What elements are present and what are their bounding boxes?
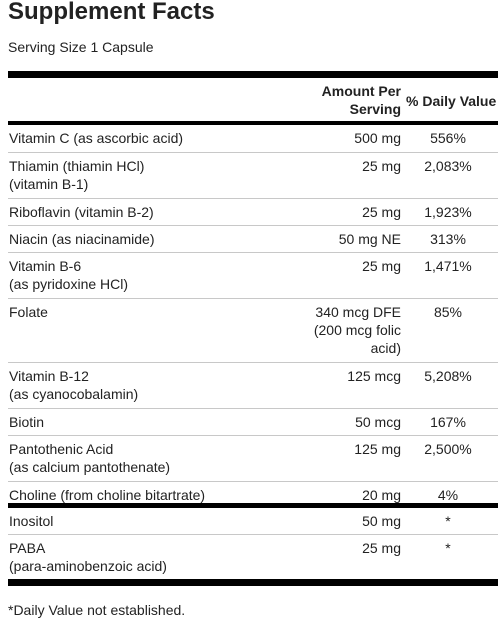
nutrient-daily-value: 5,208% — [424, 368, 472, 384]
nutrient-daily-value: 2,500% — [424, 441, 472, 457]
nutrient-amount: 125 mg — [354, 441, 401, 457]
header-divider — [8, 121, 498, 125]
nutrient-row: Vitamin B-6 (as pyridoxine HCl) 25 mg 1,… — [8, 252, 498, 298]
nutrient-name: PABA (para-aminobenzoic acid) — [9, 540, 167, 574]
nutrient-amount: 25 mg — [362, 258, 401, 274]
nutrient-amount: 500 mg — [354, 130, 401, 146]
nutrient-name: Choline (from choline bitartrate) — [9, 487, 206, 503]
nutrient-daily-value: 2,083% — [424, 158, 472, 174]
top-divider — [8, 71, 498, 78]
nutrient-daily-value: * — [445, 513, 451, 529]
nutrient-amount: 20 mg — [362, 487, 401, 503]
nutrient-daily-value: 4% — [437, 487, 459, 503]
nutrient-row: Pantothenic Acid (as calcium pantothenat… — [8, 435, 498, 481]
nutrient-row: Inositol 50 mg * — [8, 508, 498, 534]
nutrient-row: Vitamin C (as ascorbic acid) 500 mg 556% — [8, 125, 498, 152]
nutrient-amount: 50 mg — [362, 513, 401, 529]
footnote: *Daily Value not established. — [8, 602, 186, 618]
nutrient-row: Biotin 50 mcg 167% — [8, 408, 498, 435]
nutrient-amount: 125 mcg — [347, 368, 401, 384]
nutrient-name: Vitamin B-12 (as cyanocobalamin) — [9, 368, 139, 402]
nutrient-name: Vitamin C (as ascorbic acid) — [9, 130, 184, 146]
nutrient-name: Biotin — [9, 414, 45, 430]
nutrient-daily-value: 167% — [430, 414, 466, 430]
nutrient-daily-value: 556% — [430, 130, 466, 146]
daily-value-header: % Daily Value — [406, 93, 497, 109]
amount-per-serving-header: Amount Per Serving — [321, 83, 401, 117]
nutrient-row: Choline (from choline bitartrate) 20 mg … — [8, 481, 498, 508]
nutrient-row: Folate 340 mcg DFE (200 mcg folic acid) … — [8, 298, 498, 362]
nutrient-daily-value: 1,923% — [424, 204, 472, 220]
nutrient-name: Pantothenic Acid (as calcium pantothenat… — [9, 441, 171, 475]
nutrient-name: Vitamin B-6 (as pyridoxine HCl) — [9, 258, 129, 292]
nutrient-daily-value: * — [445, 540, 451, 556]
nutrient-daily-value: 313% — [430, 231, 466, 247]
nutrient-name: Inositol — [9, 513, 54, 529]
nutrient-row: Niacin (as niacinamide) 50 mg NE 313% — [8, 225, 498, 252]
panel-title: Supplement Facts — [8, 0, 215, 25]
nutrient-amount: 340 mcg DFE (200 mcg folic acid) — [313, 304, 401, 356]
nutrient-amount: 50 mg NE — [338, 231, 401, 247]
nutrient-row: PABA (para-aminobenzoic acid) 25 mg * — [8, 534, 498, 579]
nutrient-list-secondary: Inositol 50 mg * PABA (para-aminobenzoic… — [8, 508, 498, 579]
nutrient-name: Niacin (as niacinamide) — [9, 231, 155, 247]
nutrient-row: Riboflavin (vitamin B-2) 25 mg 1,923% — [8, 198, 498, 225]
nutrient-name: Folate — [9, 304, 48, 320]
nutrient-name: Thiamin (thiamin HCl) (vitamin B-1) — [9, 158, 145, 192]
nutrient-daily-value: 85% — [433, 304, 463, 320]
nutrient-daily-value: 1,471% — [424, 258, 472, 274]
nutrient-amount: 25 mg — [362, 158, 401, 174]
section-divider — [8, 503, 498, 508]
nutrient-amount: 25 mg — [362, 540, 401, 556]
nutrient-amount: 25 mg — [362, 204, 401, 220]
bottom-divider — [8, 579, 498, 586]
nutrient-row: Vitamin B-12 (as cyanocobalamin) 125 mcg… — [8, 362, 498, 408]
nutrient-amount: 50 mcg — [355, 414, 401, 430]
nutrient-name: Riboflavin (vitamin B-2) — [9, 204, 154, 220]
serving-size: Serving Size 1 Capsule — [8, 39, 154, 55]
nutrient-list-primary: Vitamin C (as ascorbic acid) 500 mg 556%… — [8, 125, 498, 508]
nutrient-row: Thiamin (thiamin HCl) (vitamin B-1) 25 m… — [8, 152, 498, 198]
